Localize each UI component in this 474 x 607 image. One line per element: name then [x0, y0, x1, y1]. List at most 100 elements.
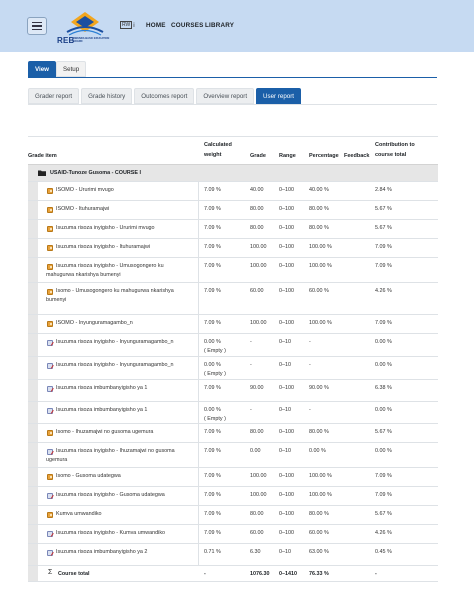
row-indent-bar [28, 566, 38, 581]
manual-item-icon [47, 429, 53, 436]
language-code: RW [120, 21, 133, 29]
grade-row: Isuzuma risoza inyigisho - Gusoma udateg… [28, 486, 438, 505]
primary-tabs: View Setup [28, 61, 87, 77]
grade-row: Isuzuma risoza inyigisho - Inyunguramaga… [28, 356, 438, 379]
tab-user-report[interactable]: User report [256, 88, 301, 104]
assignment-icon [47, 549, 53, 556]
course-category-row: USAID-Tunoze Gusoma - COURSE I [28, 164, 438, 181]
nav-library[interactable]: LIBRARY [205, 22, 235, 29]
grade-item-link[interactable]: ISOMO - Inyunguramagambo_n [56, 320, 133, 326]
cell-weight: 7.09 % [204, 225, 221, 231]
grade-item-link[interactable]: ISOMO - Ituhuramajwi [56, 206, 110, 212]
grade-item-link[interactable]: Isuzuma risoza imbumbanyigisho ya 1 [56, 385, 148, 391]
grade-rows: ISOMO - Ururimi mvugo 7.09 % 40.00 0–100 40.… [28, 181, 438, 565]
cell-percentage: 100.00 % [309, 473, 332, 479]
assignment-icon [47, 385, 53, 392]
grade-item-link[interactable]: Isuzuma risoza inyigisho - Ituhuramajwi [56, 244, 151, 250]
cell-weight: 7.09 % [204, 473, 221, 479]
grade-item-link-continued[interactable]: ugemura [46, 457, 68, 463]
cell-percentage: - [309, 339, 311, 345]
column-divider [198, 544, 199, 565]
tab-setup[interactable]: Setup [56, 61, 87, 77]
cell-range: 0–100 [279, 429, 294, 435]
course-label: USAID-Tunoze Gusoma - COURSE I [50, 170, 141, 176]
cell-grade: 80.00 [250, 206, 264, 212]
grade-item-link[interactable]: Kumva umwandiko [56, 511, 102, 517]
grade-item-link[interactable]: Isomo - Umusogongero ku mahugurwa nkaris… [56, 288, 174, 294]
column-divider [198, 525, 199, 543]
grade-item-link[interactable]: Isuzuma risoza inyigisho - Umusogongero … [56, 263, 164, 269]
cell-weight: 7.09 % [204, 511, 221, 517]
tab-view[interactable]: View [28, 61, 56, 77]
row-indent-bar [28, 239, 38, 257]
grade-item-link[interactable]: Isuzuma risoza imbumbanyigisho ya 1 [56, 407, 148, 413]
column-divider [198, 220, 199, 238]
tab-grader-report[interactable]: Grader report [28, 88, 80, 104]
course-total-row: Σ Course total - 1076.30 0–1410 76.33 % … [28, 565, 438, 582]
cell-range: 0–10 [279, 407, 291, 413]
grade-item-link[interactable]: Isomo - Ihuzamajwi no gusoma ugemura [56, 429, 154, 435]
grade-item-link[interactable]: Isuzuma risoza inyigisho - Ururimi mvugo [56, 225, 155, 231]
cell-percentage: 0.00 % [309, 448, 326, 454]
cell-contribution: 0.45 % [375, 549, 392, 555]
column-divider [198, 334, 199, 356]
hamburger-menu-icon[interactable] [27, 17, 47, 35]
row-indent-bar [28, 544, 38, 565]
grade-item-link[interactable]: Isomo - Gusoma udategwa [56, 473, 121, 479]
grade-item-link[interactable]: Isuzuma risoza inyigisho - Ihuzamajwi no… [56, 448, 175, 454]
manual-item-icon [47, 244, 53, 251]
header-feedback: Feedback [344, 153, 370, 159]
cell-weight-empty-note: ( Empty ) [204, 416, 226, 422]
header-weight-line1: Calculated [204, 142, 232, 148]
cell-weight: 7.09 % [204, 244, 221, 250]
assignment-icon [47, 530, 53, 537]
grade-row: Isuzuma risoza imbumbanyigisho ya 1 0.00 … [28, 401, 438, 423]
grade-item-link[interactable]: Isuzuma risoza inyigisho - Inyunguramaga… [56, 362, 174, 368]
cell-contribution: 0.00 % [375, 339, 392, 345]
folder-icon [38, 170, 46, 176]
cell-percentage: 60.00 % [309, 288, 329, 294]
grade-item-link[interactable]: ISOMO - Ururimi mvugo [56, 187, 114, 193]
column-divider [198, 315, 199, 333]
header-range: Range [279, 153, 296, 159]
reb-logo[interactable] [55, 10, 115, 44]
tabs-divider [28, 77, 437, 78]
language-selector[interactable]: RW i [120, 21, 135, 29]
column-divider [198, 443, 199, 467]
grade-item-link-continued[interactable]: mahugurwa nkarishya bumenyi [46, 272, 121, 278]
grade-item-link-continued[interactable]: bumenyi [46, 297, 67, 303]
row-indent-bar [28, 402, 38, 423]
nav-home[interactable]: HOME [146, 22, 166, 29]
cell-grade: 6.30 [250, 549, 261, 555]
grade-item-link[interactable]: Isuzuma risoza inyigisho - Gusoma udateg… [56, 492, 165, 498]
nav-courses[interactable]: COURSES [171, 22, 204, 29]
grade-item-link[interactable]: Isuzuma risoza inyigisho - Kumva umwandi… [56, 530, 166, 536]
tab-outcomes-report[interactable]: Outcomes report [134, 88, 195, 104]
user-grade-table: Grade item Calculated weight Grade Range… [28, 136, 438, 582]
cell-contribution: 7.09 % [375, 320, 392, 326]
column-divider [198, 357, 199, 379]
grade-row: Isomo - Ihuzamajwi no gusoma ugemura 7.09… [28, 423, 438, 442]
grade-row: ISOMO - Inyunguramagambo_n 7.09 % 100.00 0–… [28, 314, 438, 333]
manual-item-icon [47, 187, 53, 194]
table-header: Grade item Calculated weight Grade Range… [28, 136, 438, 164]
manual-item-icon [47, 473, 53, 480]
row-indent-bar [28, 315, 38, 333]
grade-item-link[interactable]: Isuzuma risoza inyigisho - Inyunguramaga… [56, 339, 174, 345]
cell-range: 0–100 [279, 244, 294, 250]
cell-grade: 40.00 [250, 187, 264, 193]
total-contribution: - [375, 571, 377, 577]
column-divider [198, 182, 199, 200]
grade-row: Isuzuma risoza inyigisho - Kumva umwandi… [28, 524, 438, 543]
tab-grade-history[interactable]: Grade history [81, 88, 133, 104]
cell-range: 0–100 [279, 263, 294, 269]
grade-row: ISOMO - Ituhuramajwi 7.09 % 80.00 0–100 80.0… [28, 200, 438, 219]
cell-weight: 7.09 % [204, 530, 221, 536]
grade-row: Isuzuma risoza inyigisho - Ituhuramajwi 7… [28, 238, 438, 257]
column-divider [198, 380, 199, 401]
cell-contribution: 7.09 % [375, 492, 392, 498]
column-divider [198, 487, 199, 505]
manual-item-icon [47, 206, 53, 213]
grade-item-link[interactable]: Isuzuma risoza imbumbanyigisho ya 2 [56, 549, 148, 555]
tab-overview-report[interactable]: Overview report [196, 88, 255, 104]
